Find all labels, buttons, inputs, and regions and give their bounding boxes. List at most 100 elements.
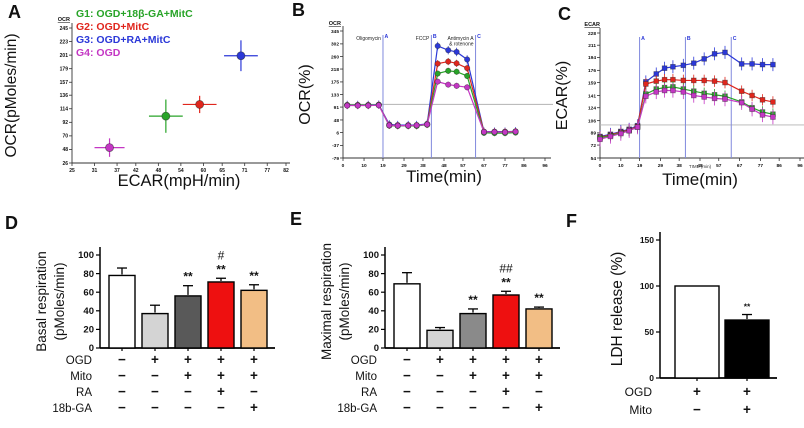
svg-text:-79: -79: [332, 156, 339, 162]
svg-text:29: 29: [401, 163, 407, 169]
svg-text:−: −: [403, 368, 411, 383]
svg-text:260: 260: [331, 54, 339, 60]
svg-text:+: +: [502, 352, 510, 367]
svg-text:18b-GA: 18b-GA: [52, 403, 92, 415]
svg-text:18b-GA: 18b-GA: [337, 403, 377, 415]
svg-text:+: +: [693, 384, 701, 399]
panel-a-ocr-ecar-scatter-chart: 26 48 70 92 114 136 157 179 201 223 245 25 31 37 42 48 5…: [3, 8, 290, 190]
svg-text:(pMoles/min): (pMoles/min): [52, 262, 67, 340]
svg-text:157: 157: [60, 80, 69, 86]
svg-text:**: **: [183, 270, 193, 284]
svg-text:B: B: [433, 34, 437, 40]
svg-text:+: +: [469, 368, 477, 383]
svg-text:−: −: [118, 384, 126, 399]
panel-e-maximal-respiration-bar-chart: 0 20 40 60 80 100 Maximal respiration (pMoles/m…: [319, 243, 560, 415]
svg-text:−: −: [436, 368, 444, 383]
svg-text:OGD: OGD: [351, 355, 377, 367]
svg-text:48: 48: [62, 147, 68, 153]
svg-text:RA: RA: [361, 387, 377, 399]
panel-d: D 0 20 40 60 80 100 Basal respiration (pMoles/m…: [0, 205, 285, 428]
svg-text:179: 179: [60, 66, 69, 72]
svg-text:OCR: OCR: [58, 17, 70, 23]
svg-text:+: +: [217, 384, 225, 399]
svg-text:−: −: [118, 368, 126, 383]
panel-b-label: B: [292, 0, 305, 20]
panel-e-label: E: [290, 209, 303, 229]
panel-c: C 54 72 89 106 124 141 159 176 194 211 228 0 10 19 29 3…: [550, 0, 804, 203]
svg-text:+: +: [250, 352, 258, 367]
svg-text:67: 67: [481, 163, 487, 169]
panel-a: A 26 48 70 92 114 136 157 179 201 223 245 25 31 37 42 4…: [0, 0, 290, 203]
svg-text:+: +: [743, 384, 751, 399]
panel-b: B -79 -37 6 48 91 133 175 218 260 302 345 0 10 19 29 38…: [290, 0, 555, 203]
svg-text:71: 71: [242, 168, 248, 174]
svg-text:A: A: [641, 36, 645, 42]
svg-text:48: 48: [441, 163, 447, 169]
svg-text:+: +: [502, 384, 510, 399]
svg-text:+: +: [250, 368, 258, 383]
svg-text:−: −: [118, 400, 126, 415]
svg-text:−: −: [184, 384, 192, 399]
svg-text:OGD: OGD: [66, 355, 92, 367]
svg-text:−: −: [151, 368, 159, 383]
svg-text:Mito: Mito: [355, 371, 377, 383]
svg-text:80: 80: [83, 269, 94, 280]
svg-text:29: 29: [658, 163, 664, 169]
svg-text:LDH release (%): LDH release (%): [609, 252, 626, 367]
svg-text:−: −: [403, 352, 411, 367]
svg-text:31: 31: [92, 168, 98, 174]
svg-text:#: #: [218, 248, 225, 262]
svg-text:ECAR(%): ECAR(%): [554, 61, 571, 130]
svg-text:C: C: [477, 34, 481, 40]
svg-text:345: 345: [331, 29, 339, 35]
svg-text:40: 40: [83, 306, 94, 317]
svg-text:Antimycin A: Antimycin A: [447, 36, 474, 42]
svg-text:100: 100: [78, 250, 94, 261]
svg-text:##: ##: [499, 261, 513, 275]
svg-text:−: −: [469, 400, 477, 415]
svg-text:**: **: [534, 291, 544, 305]
svg-text:92: 92: [62, 120, 68, 126]
panel-d-basal-respiration-bar-chart: 0 20 40 60 80 100 Basal respiration (pMoles/min…: [34, 247, 275, 415]
svg-text:100: 100: [363, 250, 379, 261]
svg-text:+: +: [151, 352, 159, 367]
svg-text:150: 150: [640, 235, 654, 245]
svg-text:82: 82: [283, 168, 289, 174]
svg-text:Basal respiration: Basal respiration: [34, 251, 49, 352]
svg-text:159: 159: [588, 80, 596, 86]
svg-text:Mito: Mito: [70, 371, 92, 383]
svg-text:+: +: [217, 368, 225, 383]
svg-text:223: 223: [60, 39, 69, 45]
svg-text:Mito: Mito: [629, 403, 652, 417]
svg-text:Oligomycin: Oligomycin: [356, 36, 381, 42]
svg-text:26: 26: [62, 161, 68, 167]
svg-text:228: 228: [588, 31, 596, 37]
svg-text:133: 133: [331, 92, 339, 98]
svg-text:25: 25: [69, 168, 75, 174]
svg-text:48: 48: [156, 168, 162, 174]
svg-text:+: +: [502, 368, 510, 383]
svg-text:−: −: [535, 384, 543, 399]
svg-text:ECAR: ECAR: [584, 22, 600, 28]
svg-text:77: 77: [758, 163, 764, 169]
svg-text:G1: OGD+18β-GA+MitC: G1: OGD+18β-GA+MitC: [76, 8, 193, 20]
svg-text:0: 0: [649, 373, 654, 383]
svg-text:19: 19: [380, 163, 386, 169]
svg-text:ECAR(mpH/min): ECAR(mpH/min): [118, 172, 241, 190]
svg-text:OGD: OGD: [625, 385, 653, 399]
svg-text:175: 175: [331, 80, 339, 86]
svg-text:B: B: [687, 36, 691, 42]
panel-c-ecar-timecourse-chart: 54 72 89 106 124 141 159 176 194 211 228 0 10 19 29 38 4…: [554, 22, 804, 189]
svg-text:201: 201: [60, 53, 69, 59]
svg-text:A: A: [384, 34, 388, 40]
panel-f-ldh-release-bar-chart: 0 50 100 150 LDH release (%) ** OGD + + Mito − +: [609, 232, 777, 417]
svg-text:−: −: [469, 384, 477, 399]
svg-text:50: 50: [645, 327, 655, 337]
svg-text:77: 77: [502, 163, 508, 169]
svg-text:Maximal respiration: Maximal respiration: [319, 243, 334, 360]
svg-text:10: 10: [361, 163, 367, 169]
svg-text:OCR(pMoles/min): OCR(pMoles/min): [3, 33, 20, 157]
svg-text:−: −: [403, 400, 411, 415]
svg-text:+: +: [535, 400, 543, 415]
svg-text:**: **: [468, 293, 478, 307]
